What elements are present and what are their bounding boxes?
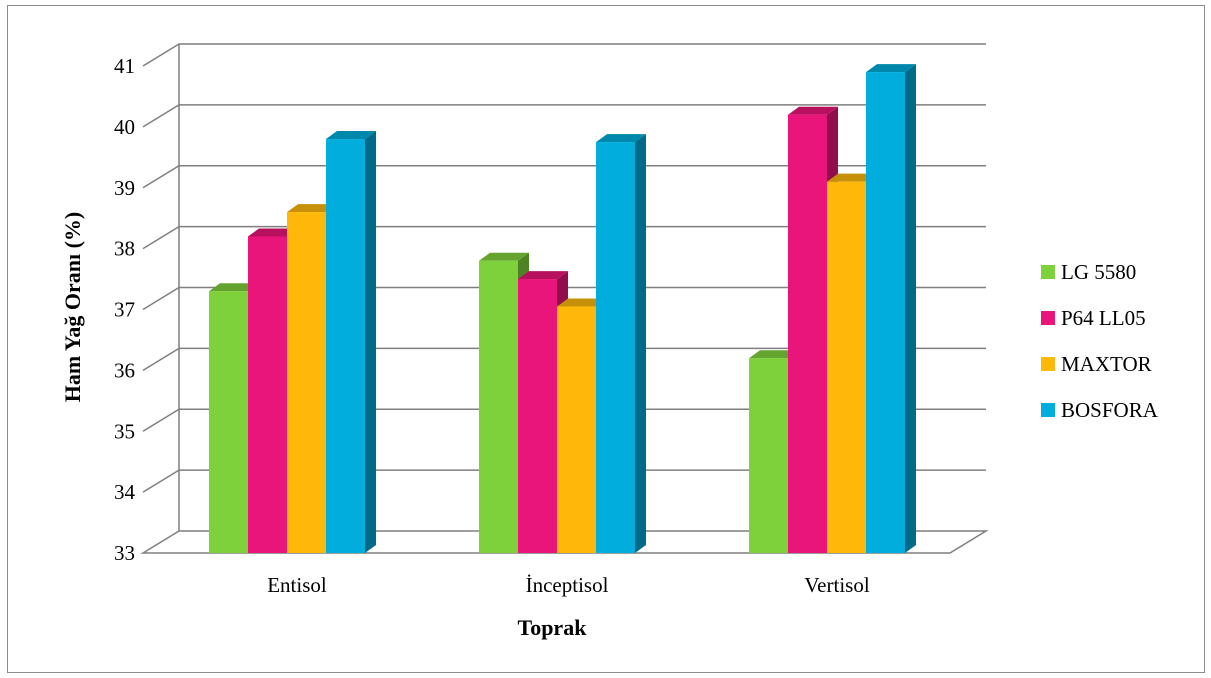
y-tick-label: 39 xyxy=(114,176,135,200)
legend: LG 5580 P64 LL05 MAXTOR BOSFORA xyxy=(1041,260,1159,422)
bar-top xyxy=(209,283,259,292)
bars xyxy=(209,64,916,554)
y-tick-label: 33 xyxy=(114,541,135,565)
bar-top xyxy=(596,134,646,143)
gridlines xyxy=(140,43,989,554)
legend-swatch xyxy=(1041,357,1055,371)
bar-front xyxy=(596,142,635,553)
bar-front xyxy=(866,72,905,554)
legend-swatch xyxy=(1041,265,1055,279)
bar-front xyxy=(788,114,827,553)
bar-side xyxy=(635,134,646,553)
y-tick-label: 37 xyxy=(114,298,135,322)
bar-front xyxy=(287,212,326,553)
legend-item: LG 5580 xyxy=(1041,260,1136,284)
bar-front xyxy=(827,181,866,553)
bar-front xyxy=(326,139,365,554)
x-axis-categories: Entisol İnceptisol Vertisol xyxy=(267,573,870,597)
x-category-label: Vertisol xyxy=(804,573,869,597)
bar-side xyxy=(365,131,376,554)
bar-top xyxy=(749,350,799,359)
gridline xyxy=(142,408,986,432)
y-tick-label: 40 xyxy=(114,115,135,139)
y-tick-label: 34 xyxy=(114,480,136,504)
bar-top xyxy=(866,64,916,73)
bar-top xyxy=(788,106,838,115)
bar xyxy=(596,134,646,553)
y-tick-label: 41 xyxy=(114,54,135,78)
bar-top xyxy=(326,131,376,140)
legend-swatch xyxy=(1041,403,1055,417)
y-tick-label: 38 xyxy=(114,237,135,261)
bar xyxy=(287,204,337,553)
x-axis-title: Toprak xyxy=(518,615,588,640)
y-tick-label: 36 xyxy=(114,358,135,382)
legend-label: P64 LL05 xyxy=(1061,306,1146,330)
legend-item: P64 LL05 xyxy=(1041,306,1146,330)
bar xyxy=(866,64,916,554)
gridline xyxy=(142,165,986,189)
x-category-label: Entisol xyxy=(267,573,327,597)
bar-front xyxy=(209,291,248,553)
bar-top xyxy=(248,228,298,237)
legend-label: LG 5580 xyxy=(1061,260,1136,284)
gridline xyxy=(142,347,986,372)
gridline xyxy=(142,469,986,493)
bar-front xyxy=(557,306,596,553)
legend-item: BOSFORA xyxy=(1041,398,1159,422)
bar-front xyxy=(479,260,518,553)
x-category-label: İnceptisol xyxy=(526,573,609,597)
gridline xyxy=(142,225,986,250)
y-tick-label: 35 xyxy=(114,419,135,443)
gridline xyxy=(142,286,986,311)
bar-top xyxy=(557,298,607,307)
legend-item: MAXTOR xyxy=(1041,352,1152,376)
bar-top xyxy=(287,204,337,213)
bar-side xyxy=(905,64,916,554)
legend-label: MAXTOR xyxy=(1061,352,1152,376)
gridline xyxy=(142,43,986,67)
bar-top xyxy=(518,271,568,280)
bar-top xyxy=(479,252,529,261)
bar-front xyxy=(518,279,557,553)
y-axis-ticks: 33 34 35 36 37 38 39 40 41 xyxy=(114,54,136,565)
floor xyxy=(140,530,989,554)
y-axis-title: Ham Yağ Oranı (%) xyxy=(60,212,85,402)
bar-top xyxy=(827,173,877,182)
legend-swatch xyxy=(1041,311,1055,325)
bar-front xyxy=(248,236,287,553)
legend-label: BOSFORA xyxy=(1061,398,1159,422)
gridline xyxy=(142,104,986,128)
bar xyxy=(326,131,376,554)
bar-front xyxy=(749,358,788,553)
